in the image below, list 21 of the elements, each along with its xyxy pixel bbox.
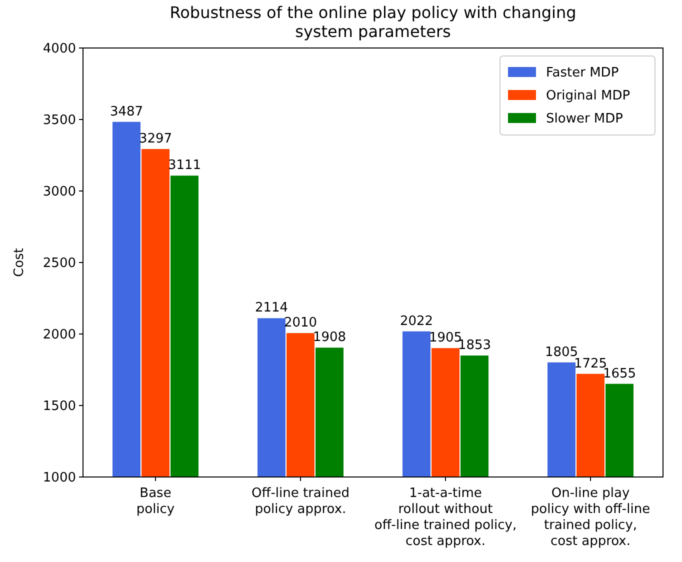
x-tick-label: 1-at-a-time rollout without off-line trained policy, cost approx.: [374, 486, 517, 549]
legend-label: Slower MDP: [546, 112, 624, 127]
y-tick-label: 3000: [42, 184, 76, 200]
x-tick-label: Base policy: [136, 486, 175, 517]
chart-title: Robustness of the online play policy with changing system parameters: [170, 3, 576, 41]
data-label: 3487: [110, 104, 144, 120]
y-tick-label: 4000: [42, 42, 76, 57]
y-tick-label: 2000: [42, 328, 76, 343]
x-tick-label: Off-line trained policy approx.: [252, 486, 350, 517]
data-label: 2114: [254, 300, 288, 316]
y-tick-label: 1000: [42, 470, 76, 486]
legend-label: Original MDP: [546, 88, 630, 104]
x-tick-label: On-line play policy with off-line trained policy, cost approx.: [530, 486, 650, 549]
data-label: 2022: [400, 314, 434, 329]
y-axis-title: Cost: [12, 248, 27, 277]
legend-label: Faster MDP: [546, 66, 619, 81]
y-tick-label: 3500: [42, 113, 76, 128]
y-tick-label: 1500: [42, 399, 76, 414]
data-label: 1905: [428, 330, 462, 346]
y-tick-label: 2500: [42, 256, 76, 272]
data-label: 1908: [312, 330, 346, 346]
